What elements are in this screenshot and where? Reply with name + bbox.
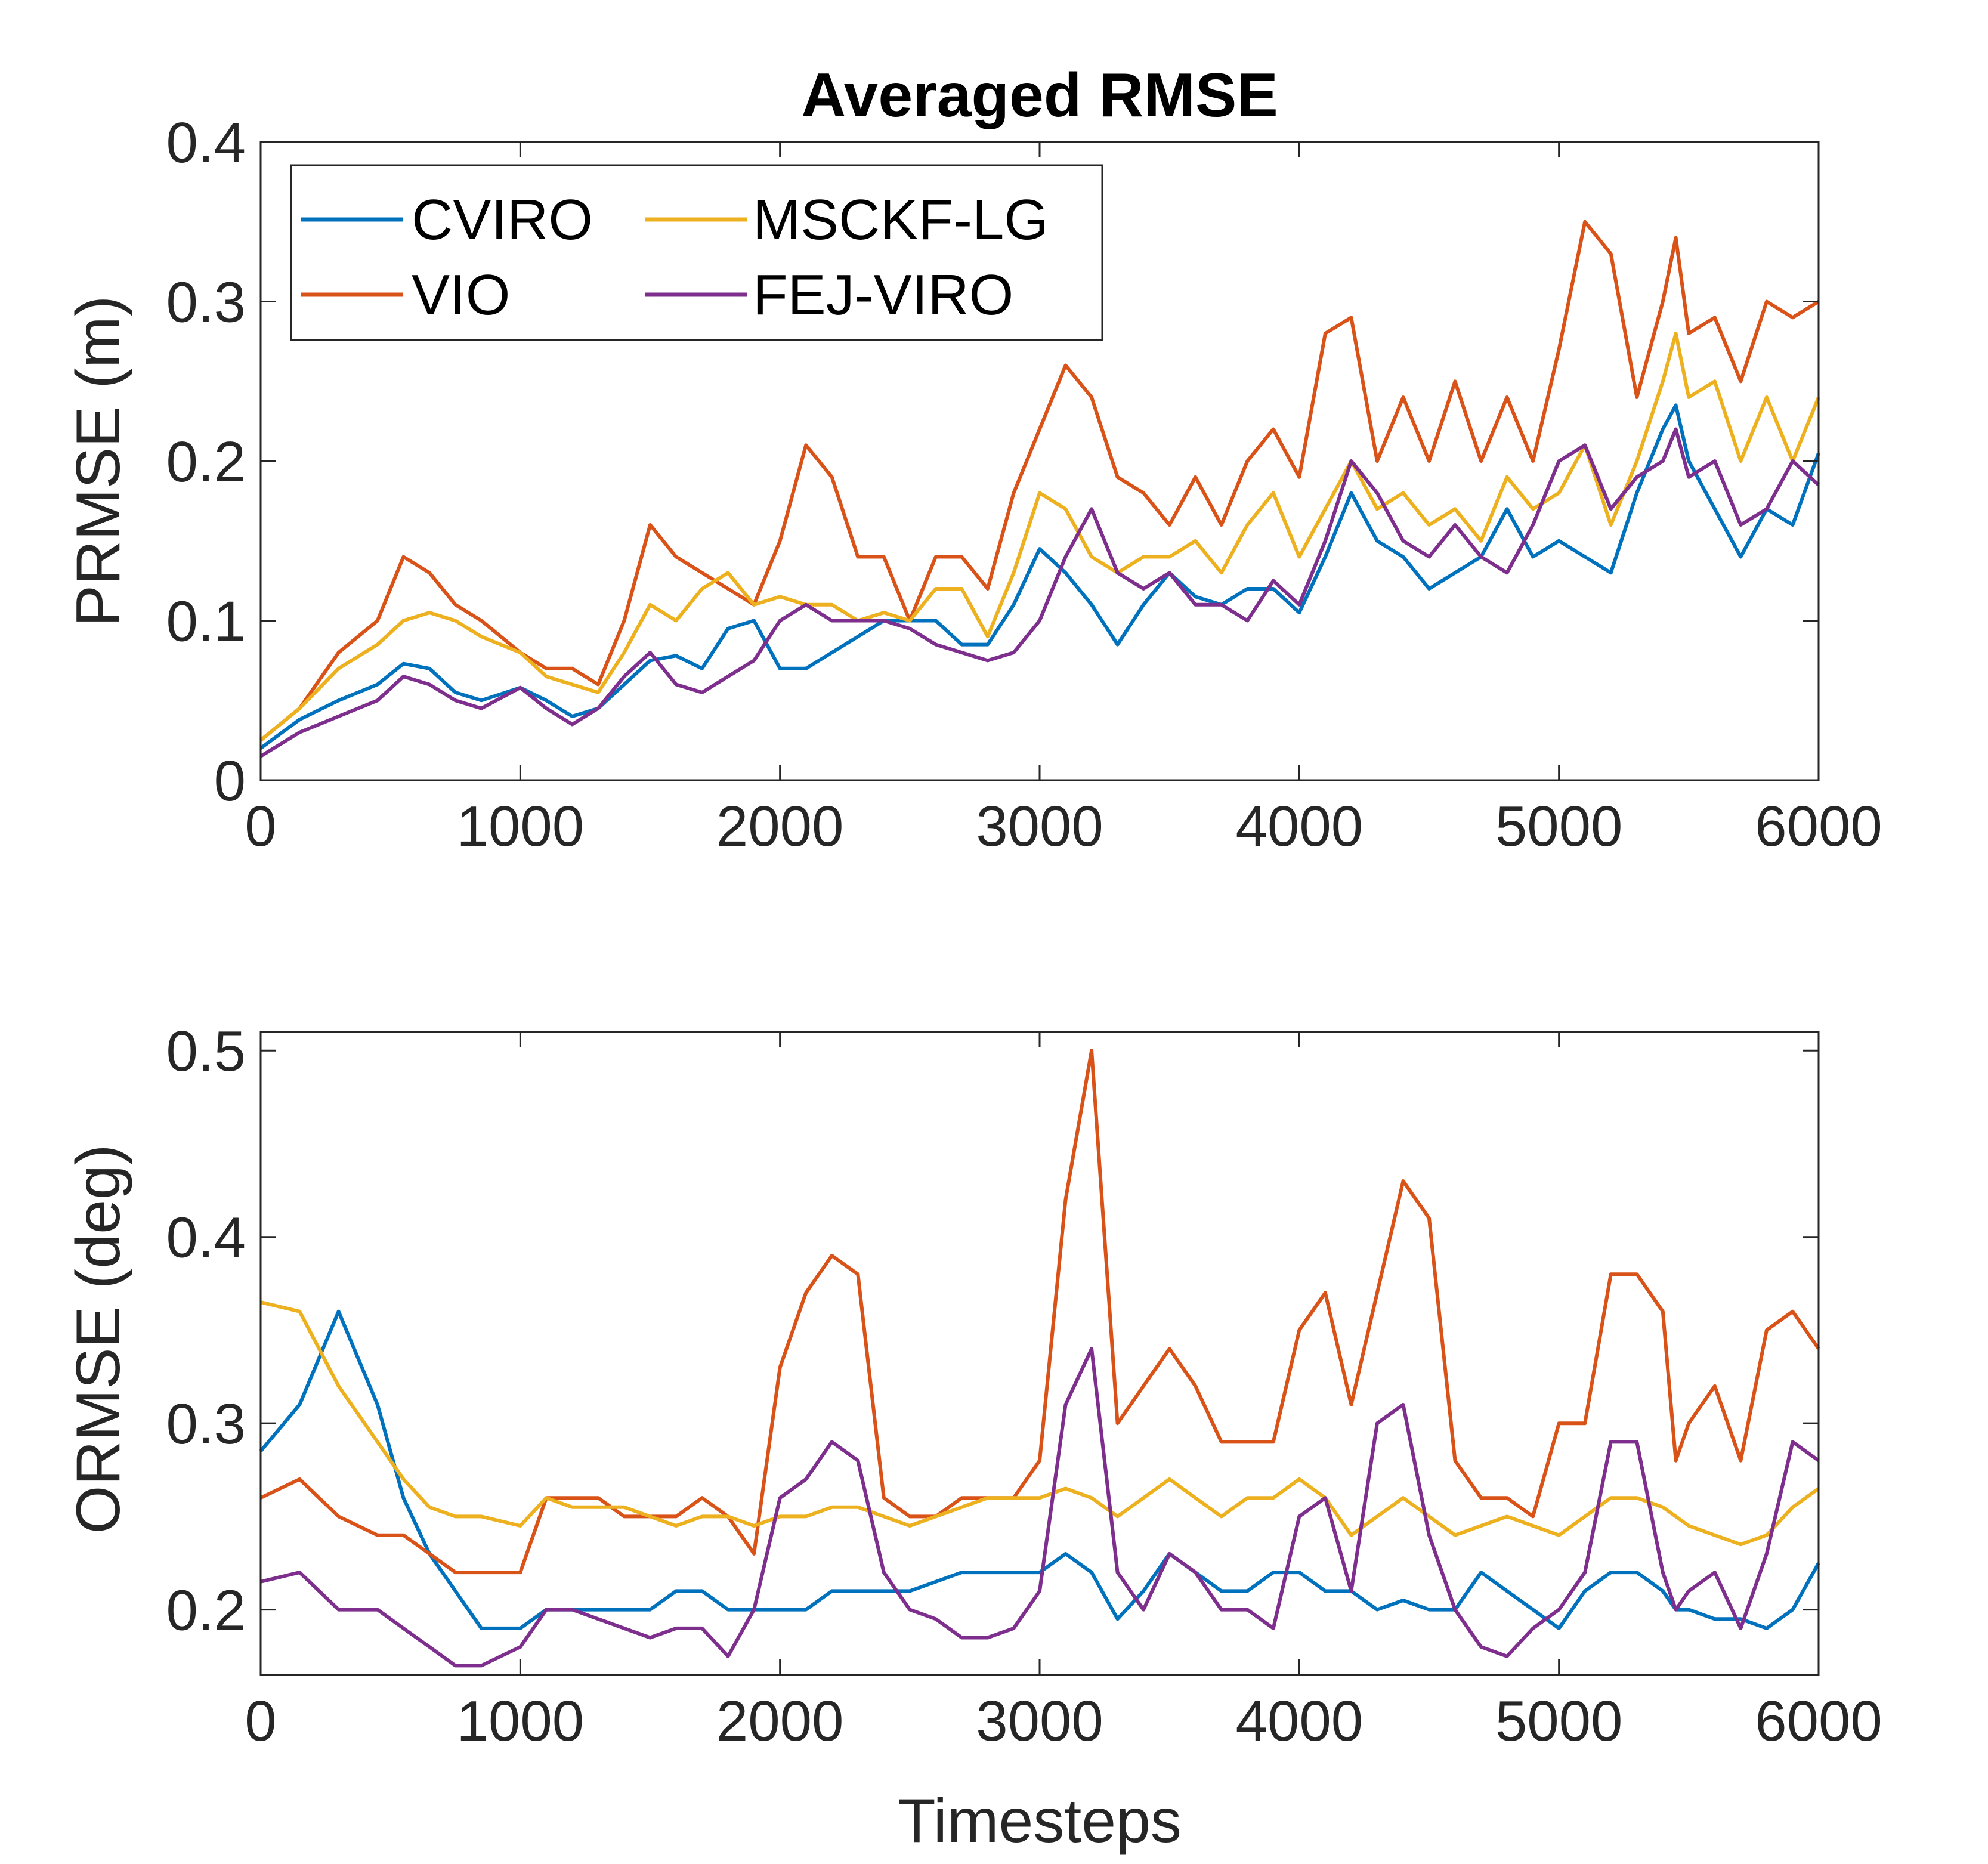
ormse-line-vio [259, 1049, 1820, 1575]
ormse-line-fej-viro [260, 1347, 1820, 1668]
prmse-panel: Averaged RMSE PRMSE (m) 0 1000 2000 3000 400… [64, 61, 1882, 858]
x-axis-label: Timesteps [898, 1786, 1182, 1856]
legend-label-cviro: CVIRO [412, 188, 593, 252]
prmse-y-tick-label: 0.2 [166, 430, 246, 494]
legend-label-fej-viro: FEJ-VIRO [753, 263, 1013, 327]
prmse-line-vio [259, 220, 1820, 742]
ormse-y-tick-label: 0.4 [166, 1206, 246, 1270]
prmse-y-tick-label: 0 [214, 749, 246, 813]
ormse-y-tick-label: 0.5 [166, 1019, 246, 1083]
legend-label-vio: VIO [412, 263, 510, 327]
prmse-x-tick-label: 0 [245, 795, 276, 858]
ormse-panel: ORMSE (deg) Timesteps 0 1000 2000 3000 4000 5… [64, 1019, 1882, 1856]
legend-box [290, 164, 1103, 341]
ormse-y-tick-label: 0.3 [166, 1392, 246, 1456]
ormse-x-tick-label: 2000 [716, 1689, 844, 1753]
ormse-x-tick-label: 3000 [976, 1689, 1103, 1753]
ormse-x-tick-label: 5000 [1495, 1689, 1623, 1753]
ormse-y-tick-label: 0.2 [166, 1579, 246, 1643]
ormse-y-axis-label: ORMSE (deg) [64, 1144, 133, 1534]
prmse-series-lines [259, 220, 1820, 758]
prmse-y-tick-label: 0.1 [166, 590, 246, 654]
ormse-x-tick-label: 1000 [457, 1689, 585, 1753]
legend: CVIRO MSCKF-LG VIO FEJ-VIRO [290, 164, 1103, 341]
prmse-x-tick-label: 1000 [457, 795, 585, 858]
prmse-y-tick-label: 0.3 [166, 271, 246, 335]
prmse-y-tick-label: 0.4 [166, 111, 246, 175]
prmse-x-tick-label: 3000 [976, 795, 1103, 858]
prmse-x-tick-label: 6000 [1755, 795, 1882, 858]
prmse-x-tick-label: 5000 [1495, 795, 1623, 858]
ormse-x-tick-label: 0 [245, 1689, 276, 1753]
ormse-series-lines [259, 1049, 1820, 1668]
ormse-axis-ticks: 0 1000 2000 3000 4000 5000 6000 0.2 0.3 0.4 0.5 [166, 1019, 1882, 1753]
ormse-x-tick-label: 6000 [1755, 1689, 1882, 1753]
chart-title: Averaged RMSE [801, 61, 1278, 130]
prmse-line-fej-viro [259, 427, 1820, 758]
ormse-line-msckf-lg [260, 1300, 1820, 1547]
ormse-x-tick-label: 4000 [1236, 1689, 1364, 1753]
prmse-axis-ticks: 0 1000 2000 3000 4000 5000 6000 0 0.1 0.2 0.3 0.4 [166, 111, 1882, 858]
prmse-y-axis-label: PRMSE (m) [64, 296, 133, 627]
prmse-x-tick-label: 2000 [716, 795, 844, 858]
prmse-x-tick-label: 4000 [1236, 795, 1364, 858]
prmse-line-cviro [259, 403, 1820, 750]
legend-label-msckf-lg: MSCKF-LG [753, 188, 1049, 252]
